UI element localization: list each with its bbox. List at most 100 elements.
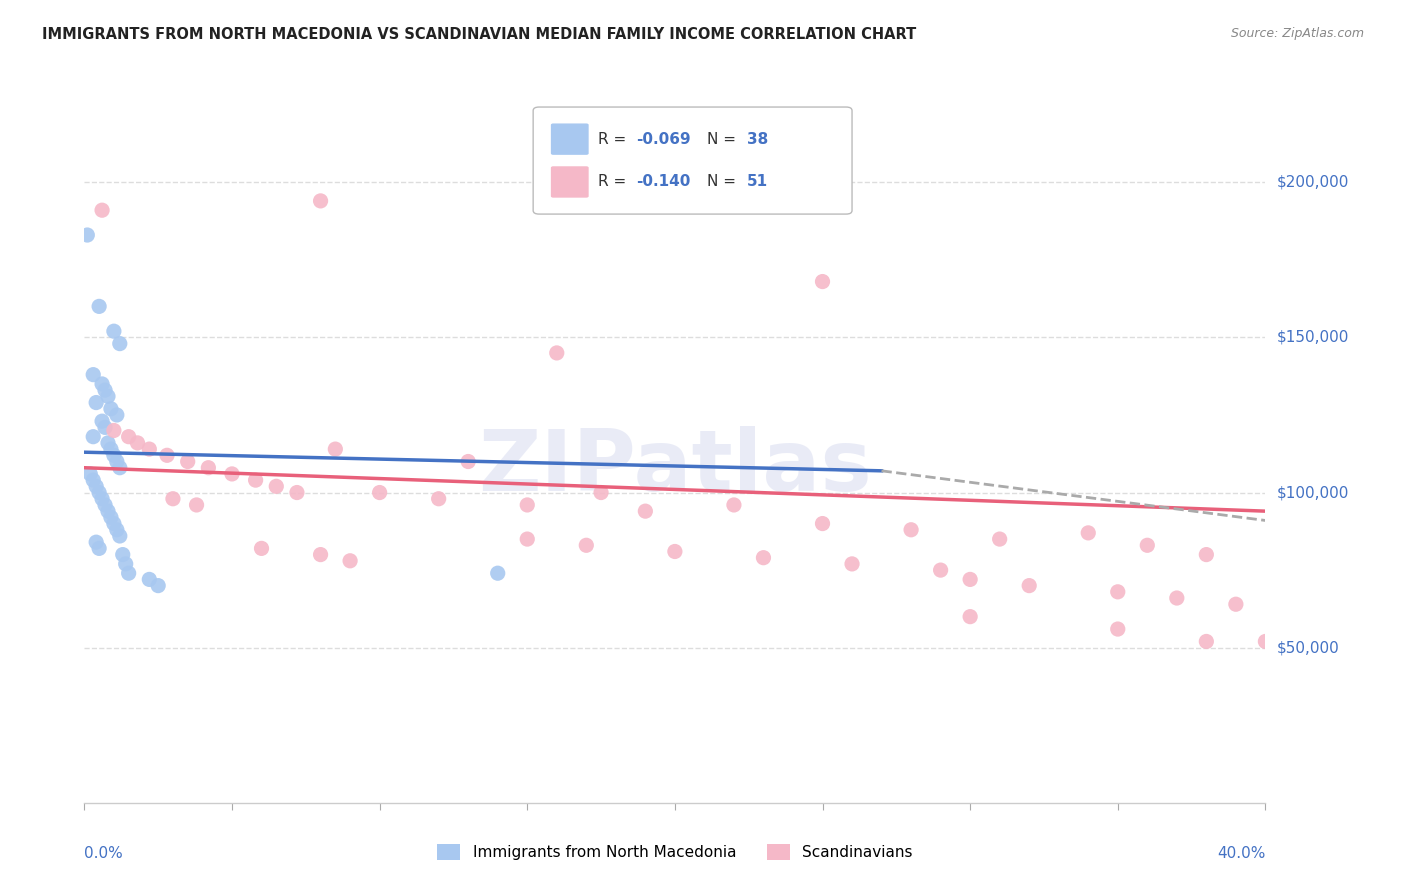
Text: N =: N = bbox=[707, 132, 741, 146]
Point bbox=[103, 448, 125, 462]
Point bbox=[100, 442, 122, 456]
Point bbox=[84, 479, 107, 493]
Text: 0.0%: 0.0% bbox=[84, 846, 124, 861]
Point bbox=[591, 485, 613, 500]
Point bbox=[752, 550, 775, 565]
Point bbox=[368, 485, 391, 500]
Point bbox=[197, 460, 219, 475]
Point bbox=[1313, 275, 1336, 289]
Point bbox=[221, 467, 243, 481]
Point bbox=[105, 523, 128, 537]
Point bbox=[97, 436, 120, 450]
Point bbox=[91, 203, 114, 218]
Text: ZIPatlas: ZIPatlas bbox=[478, 425, 872, 509]
Point bbox=[325, 442, 347, 456]
Point bbox=[84, 395, 107, 409]
Point bbox=[177, 454, 200, 468]
Text: IMMIGRANTS FROM NORTH MACEDONIA VS SCANDINAVIAN MEDIAN FAMILY INCOME CORRELATION: IMMIGRANTS FROM NORTH MACEDONIA VS SCAND… bbox=[42, 27, 917, 42]
Text: $50,000: $50,000 bbox=[1277, 640, 1340, 655]
FancyBboxPatch shape bbox=[551, 166, 589, 198]
Text: -0.140: -0.140 bbox=[636, 175, 690, 189]
Text: 38: 38 bbox=[747, 132, 768, 146]
Text: $100,000: $100,000 bbox=[1277, 485, 1348, 500]
Point bbox=[97, 389, 120, 403]
FancyBboxPatch shape bbox=[533, 107, 852, 214]
Point bbox=[427, 491, 450, 506]
Point bbox=[97, 504, 120, 518]
Point bbox=[84, 535, 107, 549]
Point bbox=[339, 554, 361, 568]
Point bbox=[516, 498, 538, 512]
Point bbox=[1136, 538, 1159, 552]
Point bbox=[94, 383, 117, 397]
Point bbox=[664, 544, 686, 558]
Point bbox=[546, 346, 568, 360]
Point bbox=[929, 563, 952, 577]
Point bbox=[82, 473, 104, 487]
Point bbox=[723, 498, 745, 512]
Point bbox=[79, 467, 101, 481]
Point bbox=[87, 485, 111, 500]
Point bbox=[156, 448, 179, 462]
Point bbox=[94, 420, 117, 434]
Point bbox=[516, 532, 538, 546]
Point bbox=[266, 479, 288, 493]
Point bbox=[87, 299, 111, 313]
Point bbox=[91, 376, 114, 391]
Point bbox=[114, 557, 136, 571]
Point bbox=[76, 227, 98, 242]
Point bbox=[1107, 584, 1129, 599]
Text: R =: R = bbox=[598, 132, 631, 146]
Point bbox=[94, 498, 117, 512]
Point bbox=[186, 498, 208, 512]
Point bbox=[285, 485, 308, 500]
Point bbox=[486, 566, 509, 581]
Point bbox=[108, 336, 131, 351]
Point bbox=[634, 504, 657, 518]
Text: $150,000: $150,000 bbox=[1277, 330, 1348, 345]
Text: 51: 51 bbox=[747, 175, 768, 189]
Point bbox=[1225, 597, 1247, 611]
Point bbox=[457, 454, 479, 468]
Text: -0.069: -0.069 bbox=[636, 132, 690, 146]
Point bbox=[108, 460, 131, 475]
Point bbox=[309, 194, 332, 208]
Point bbox=[1166, 591, 1188, 605]
Point bbox=[105, 454, 128, 468]
Point bbox=[103, 324, 125, 338]
Point bbox=[87, 541, 111, 556]
Point bbox=[811, 516, 834, 531]
Point bbox=[91, 414, 114, 428]
Point bbox=[118, 566, 141, 581]
Point bbox=[1254, 634, 1277, 648]
Point bbox=[309, 548, 332, 562]
Point bbox=[1018, 579, 1040, 593]
Point bbox=[100, 401, 122, 416]
Point bbox=[811, 275, 834, 289]
Text: Source: ZipAtlas.com: Source: ZipAtlas.com bbox=[1230, 27, 1364, 40]
Point bbox=[82, 430, 104, 444]
Point bbox=[1195, 548, 1218, 562]
Point bbox=[108, 529, 131, 543]
FancyBboxPatch shape bbox=[551, 123, 589, 155]
Text: N =: N = bbox=[707, 175, 741, 189]
Point bbox=[82, 368, 104, 382]
Point bbox=[111, 548, 134, 562]
Point bbox=[91, 491, 114, 506]
Point bbox=[841, 557, 863, 571]
Point bbox=[959, 609, 981, 624]
Text: $200,000: $200,000 bbox=[1277, 175, 1348, 190]
Point bbox=[148, 579, 170, 593]
Point bbox=[1077, 525, 1099, 540]
Point bbox=[138, 573, 160, 587]
Point bbox=[959, 573, 981, 587]
Legend: Immigrants from North Macedonia, Scandinavians: Immigrants from North Macedonia, Scandin… bbox=[432, 838, 918, 866]
Point bbox=[105, 408, 128, 422]
Point bbox=[1107, 622, 1129, 636]
Point bbox=[575, 538, 598, 552]
Point bbox=[245, 473, 267, 487]
Point bbox=[103, 424, 125, 438]
Text: 40.0%: 40.0% bbox=[1218, 846, 1265, 861]
Point bbox=[103, 516, 125, 531]
Point bbox=[1195, 634, 1218, 648]
